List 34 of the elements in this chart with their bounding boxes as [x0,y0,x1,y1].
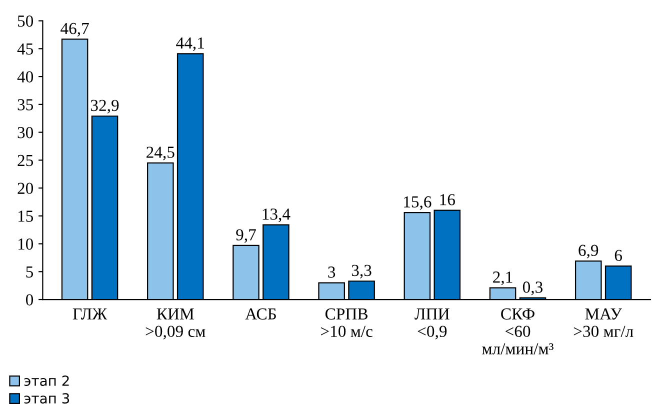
x-tick-label: ГЛЖ [72,308,108,320]
x-tick-label: СРПВ >10 м/с [321,308,372,338]
y-tick-label: 15 [18,210,34,222]
x-tick-label: СКФ <60 мл/мин/м³ [482,308,554,354]
y-tick-label: 50 [18,16,34,27]
data-label: 32,9 [90,100,119,114]
x-tick-label: КИМ >0,09 см [146,308,206,340]
data-label: 15,6 [404,196,432,210]
data-label: 6,9 [578,244,598,258]
y-tick-label: 0 [26,294,34,306]
data-label: 24,5 [146,146,174,160]
legend-label: этап 2 [24,375,69,386]
x-tick-label: МАУ >30 мг/л [574,308,634,338]
data-label: 3 [328,266,336,278]
x-tick-label: ЛПИ <0,9 [414,308,450,340]
data-label: 44,1 [176,37,204,52]
data-label: 6 [614,250,622,262]
x-tick-label: АСБ [245,308,276,320]
data-label: 3,3 [352,264,372,278]
y-tick-label: 30 [18,126,34,138]
y-tick-label: 40 [17,71,34,82]
data-label: 9,7 [236,229,256,243]
data-label: 2,1 [493,272,512,286]
data-label: 13,4 [262,208,290,222]
y-tick-label: 5 [26,266,34,278]
data-label: 16 [440,194,455,206]
y-tick-label: 20 [18,182,34,194]
y-tick-label: 45 [17,43,34,55]
data-label: 0,3 [522,282,542,296]
y-tick-label: 25 [18,154,34,166]
data-label: 46,7 [60,22,89,37]
legend-label: этап 3 [24,393,70,404]
y-tick-label: 10 [18,238,34,250]
y-tick-label: 35 [18,99,34,110]
